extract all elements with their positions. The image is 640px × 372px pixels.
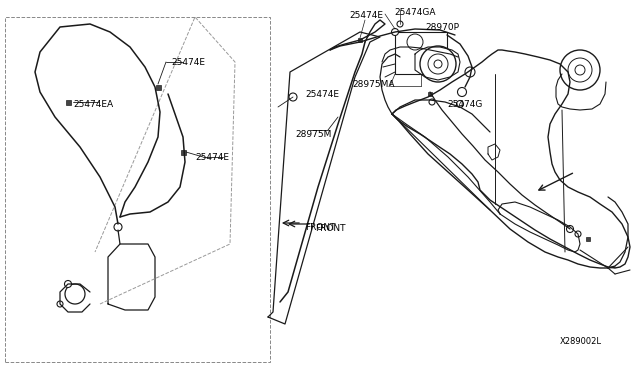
Text: 25474E: 25474E (305, 90, 339, 99)
Circle shape (560, 50, 600, 90)
Bar (65, 99, 70, 105)
Text: 25474GA: 25474GA (394, 7, 435, 16)
Circle shape (575, 65, 585, 75)
Circle shape (420, 46, 456, 82)
Circle shape (568, 58, 592, 82)
Bar (156, 84, 161, 90)
Bar (180, 150, 186, 154)
Circle shape (465, 67, 475, 77)
Text: 28975M: 28975M (295, 129, 332, 138)
Circle shape (289, 93, 297, 101)
Circle shape (428, 54, 448, 74)
Circle shape (458, 87, 467, 96)
Bar (428, 92, 432, 96)
Circle shape (566, 225, 573, 232)
Circle shape (434, 60, 442, 68)
Circle shape (397, 21, 403, 27)
Text: 25474EA: 25474EA (73, 99, 113, 109)
Text: 25474E: 25474E (171, 58, 205, 67)
Circle shape (114, 223, 122, 231)
Text: FRONT: FRONT (305, 222, 335, 231)
Text: 25474G: 25474G (447, 99, 483, 109)
Text: 25474E: 25474E (349, 10, 383, 19)
Circle shape (57, 301, 63, 307)
Circle shape (392, 29, 399, 35)
Bar (586, 237, 590, 241)
Circle shape (407, 34, 423, 50)
Bar (358, 38, 362, 42)
Circle shape (575, 231, 581, 237)
Circle shape (456, 100, 463, 108)
Text: 28975MA: 28975MA (352, 80, 394, 89)
Circle shape (429, 99, 435, 105)
Circle shape (65, 280, 72, 288)
Text: X289002L: X289002L (560, 337, 602, 346)
Text: FRONT: FRONT (315, 224, 346, 232)
Text: 25474E: 25474E (195, 153, 229, 161)
Circle shape (65, 284, 85, 304)
Bar (395, 32, 447, 74)
Text: 28970P: 28970P (425, 22, 459, 32)
